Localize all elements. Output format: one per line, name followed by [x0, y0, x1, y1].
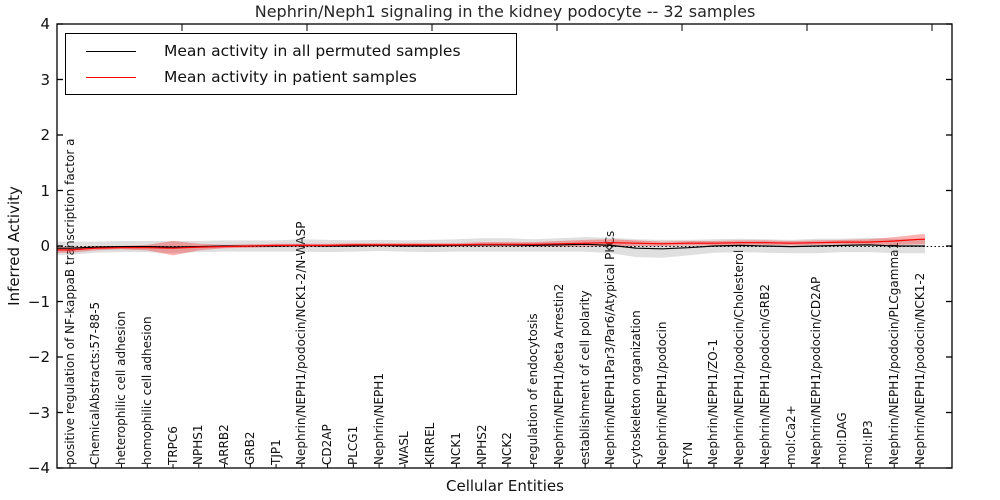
legend-item-patient: Mean activity in patient samples	[66, 64, 516, 90]
x-tick-label: regulation of endocytosis	[526, 313, 541, 465]
x-tick-label: GRB2	[242, 431, 257, 465]
x-tick-label: mol:Ca2+	[783, 405, 798, 465]
x-tick-label: TRPC6	[165, 426, 180, 465]
x-tick-label: ARRB2	[217, 424, 232, 465]
x-tick-label: mol:DAG	[835, 412, 850, 465]
x-tick-label: Nephrin/NEPH1/podocin/CD2AP	[809, 276, 824, 465]
x-tick-label: NPHS1	[191, 424, 206, 466]
x-tick-label: PLCG1	[345, 425, 360, 465]
x-tick-label: Nephrin/NEPH1/podocin/GRB2	[757, 284, 772, 465]
x-tick-label: NCK1	[448, 432, 463, 465]
x-tick-label: KIRREL	[423, 422, 438, 465]
x-tick-label: NPHS2	[474, 424, 489, 466]
y-tick-label: 3	[40, 70, 50, 89]
x-tick-label: WASL	[397, 431, 412, 465]
legend: Mean activity in all permuted samples Me…	[65, 33, 517, 95]
x-tick-label: positive regulation of NF-kappaB transcr…	[62, 138, 77, 465]
legend-label-permuted: Mean activity in all permuted samples	[164, 42, 461, 60]
x-tick-label: NCK2	[500, 432, 515, 465]
x-tick-label: Nephrin/NEPH1/podocin/Cholesterol	[732, 249, 747, 465]
x-tick-label: Nephrin/NEPH1Par3/Par6/Atypical PKCs	[603, 230, 618, 465]
x-tick-label: TJP1	[268, 439, 283, 465]
x-tick-label: Nephrin/NEPH1/podocin	[654, 321, 669, 465]
x-tick-label: FYN	[680, 441, 695, 465]
x-tick-label: heterophilic cell adhesion	[114, 311, 128, 465]
legend-line-patient-icon	[86, 76, 136, 78]
legend-item-permuted: Mean activity in all permuted samples	[66, 38, 516, 64]
x-tick-label: CD2AP	[320, 424, 335, 465]
legend-label-patient: Mean activity in patient samples	[164, 68, 417, 86]
y-tick-label: −1	[27, 292, 50, 311]
x-tick-label: establishment of cell polarity	[577, 290, 592, 465]
y-tick-label: 0	[40, 237, 50, 255]
x-tick-label: ChemicalAbstracts:57-88-5	[88, 301, 103, 465]
x-tick-label: Nephrin/NEPH1/podocin/PLCgamma1	[886, 241, 901, 465]
x-tick-label: mol:IP3	[860, 420, 875, 465]
y-tick-label: −3	[27, 403, 50, 422]
y-tick-label: 2	[40, 126, 50, 144]
chart-title: Nephrin/Neph1 signaling in the kidney po…	[254, 2, 756, 21]
x-tick-label: homophilic cell adhesion	[139, 316, 154, 465]
x-tick-label: Nephrin/NEPH1/podocin/NCK1-2	[912, 272, 927, 465]
x-tick-label: cytoskeleton organization	[629, 310, 644, 465]
x-tick-label: Nephrin/NEPH1/podocin/NCK1-2/N-WASP	[294, 221, 309, 465]
y-tick-label: −2	[27, 348, 50, 366]
legend-line-permuted-icon	[86, 50, 136, 52]
x-axis-label: Cellular Entities	[446, 477, 564, 495]
x-tick-label: Nephrin/NEPH1/beta Arrestin2	[551, 283, 566, 465]
y-tick-label: −4	[27, 459, 50, 477]
y-tick-label: 4	[40, 15, 50, 33]
x-tick-label: Nephrin/NEPH1	[371, 373, 386, 465]
x-tick-label: Nephrin/NEPH1/ZO-1	[706, 339, 721, 465]
y-tick-label: 1	[40, 181, 50, 200]
